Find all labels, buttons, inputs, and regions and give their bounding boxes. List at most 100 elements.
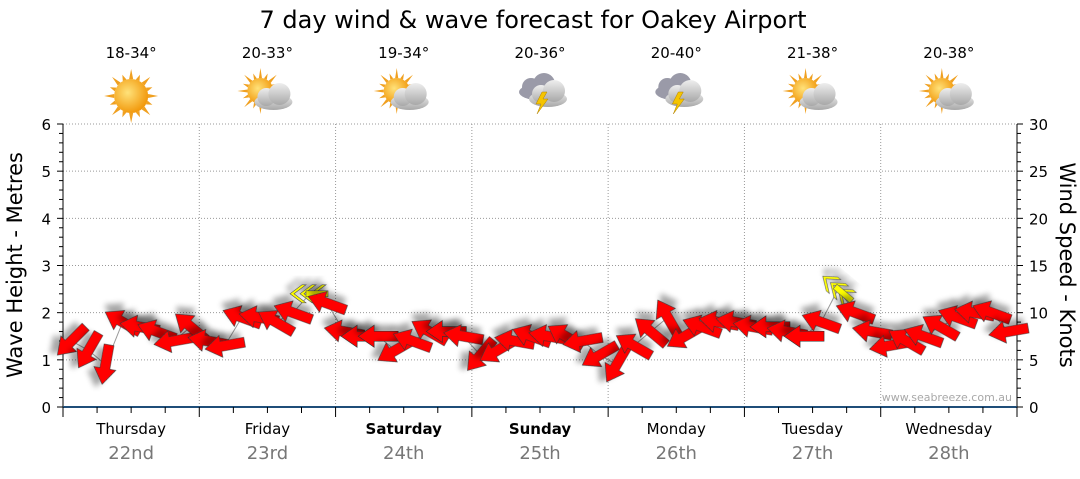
sun-ray <box>400 73 404 80</box>
storm-icon <box>519 73 567 115</box>
arrow-shape <box>581 340 620 367</box>
arrow-shape <box>682 314 723 339</box>
right-tick-label: 5 <box>1029 352 1039 370</box>
sun-ray <box>924 94 931 99</box>
sun-ray <box>379 83 386 88</box>
day-label: Wednesday <box>905 420 992 438</box>
wind-arrow <box>562 330 604 354</box>
sunny-icon <box>104 69 159 123</box>
lightning-bolt <box>535 91 549 115</box>
arrow-shape <box>57 322 90 356</box>
sun-ray <box>925 99 934 108</box>
date-label: 27th <box>792 443 833 464</box>
sun-ray <box>379 94 386 99</box>
day-label: Sunday <box>509 420 572 438</box>
storm-icon <box>655 73 704 115</box>
sun-ray <box>934 73 939 80</box>
arrow-shape <box>204 334 246 358</box>
right-tick-label: 20 <box>1029 210 1048 228</box>
arrow-shape <box>357 324 399 348</box>
sun-ray <box>395 68 399 79</box>
wind-arrow <box>273 300 314 325</box>
day-label: Tuesday <box>781 420 843 438</box>
wind-arrow <box>357 324 399 348</box>
chevron <box>822 275 842 295</box>
watermark: www.seabreeze.com.au <box>882 391 1012 404</box>
sun-ray <box>940 68 944 79</box>
cloud-part <box>679 80 702 102</box>
left-tick-label: 3 <box>41 258 51 276</box>
sun-ray <box>141 76 151 86</box>
wind-arrow <box>988 320 1030 344</box>
temperature-range: 18-34° <box>106 44 157 62</box>
sun-ray <box>782 89 793 93</box>
partly-cloudy-icon <box>918 68 974 114</box>
arrow-shape <box>972 300 1013 325</box>
wind-arrow <box>972 300 1013 325</box>
wind-arrow <box>392 328 434 353</box>
right-tick-label: 0 <box>1029 399 1039 417</box>
arrow-shape <box>988 320 1030 344</box>
sun-ray <box>788 83 795 88</box>
sun-ray <box>809 73 813 80</box>
sun-ray <box>242 94 250 99</box>
sun-ray <box>924 83 931 88</box>
date-label: 22nd <box>108 443 154 464</box>
arrow-shape <box>615 333 654 361</box>
left-tick-label: 2 <box>41 305 51 323</box>
sun-ray <box>380 74 389 83</box>
wind-arrow <box>204 334 246 358</box>
sun-ray <box>244 99 253 108</box>
wind-arrow <box>307 291 348 316</box>
sun-ray <box>253 73 257 80</box>
chevron-tail <box>832 283 855 304</box>
left-tick-label: 1 <box>41 352 51 370</box>
arrow-shape <box>307 291 348 316</box>
sun-ray <box>145 100 153 105</box>
sun-ray <box>813 74 822 83</box>
right-tick-label: 15 <box>1029 258 1048 276</box>
arrow-shape <box>835 300 877 325</box>
arrow-shape <box>273 300 314 325</box>
sun-ray <box>122 74 127 82</box>
sun-ray <box>258 68 262 79</box>
wind-arrow <box>615 333 654 361</box>
sun-ray <box>789 99 798 108</box>
strong-wind-arrow <box>822 275 858 308</box>
weather-icons: 18-34° 20-33° 19-34° 20-36° 20-40° 21-38° 20-3… <box>104 44 974 123</box>
arrow-shape <box>635 318 670 349</box>
arrow-shape <box>494 328 536 352</box>
date-label: 26th <box>656 443 697 464</box>
strong-wind-arrow <box>289 284 329 304</box>
sun-ray <box>129 69 134 80</box>
sun-ray <box>918 89 929 93</box>
wind-arrow <box>835 300 877 325</box>
cloud-part <box>949 83 972 105</box>
partly-cloudy-icon <box>373 68 429 114</box>
temperature-range: 20-33° <box>242 44 293 62</box>
wind-arrow <box>494 328 536 352</box>
wind-arrow <box>922 314 961 342</box>
right-tick-label: 25 <box>1029 163 1048 181</box>
sun-ray <box>380 99 389 108</box>
sun-ray <box>404 74 413 83</box>
day-label: Monday <box>647 420 706 438</box>
cloud-part <box>543 80 565 102</box>
arrow-shape <box>922 314 961 342</box>
sun-ray <box>373 89 384 93</box>
temperature-range: 21-38° <box>787 44 838 62</box>
sun-ray <box>104 93 115 99</box>
sun-ray <box>135 110 140 118</box>
day-label: Friday <box>245 420 291 438</box>
sun-ray <box>237 89 248 93</box>
wind-arrow <box>57 322 90 356</box>
wind-arrows <box>57 275 1030 385</box>
cloud-part <box>268 83 291 105</box>
wind-arrow <box>904 324 945 349</box>
sun-ray <box>804 68 808 79</box>
partly-cloudy-icon <box>237 68 293 114</box>
wind-arrow <box>801 309 842 335</box>
sun-ray <box>389 73 394 80</box>
sun-ray <box>145 87 153 92</box>
